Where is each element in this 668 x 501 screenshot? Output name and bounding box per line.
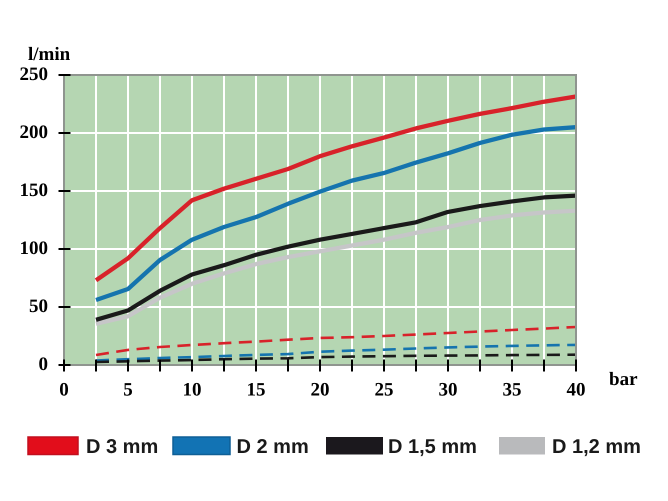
svg-text:250: 250 [20,64,49,85]
svg-text:bar: bar [609,369,638,390]
svg-text:40: 40 [567,380,586,401]
svg-text:5: 5 [123,380,133,401]
svg-text:10: 10 [183,380,202,401]
svg-text:0: 0 [39,354,49,375]
svg-text:l/min: l/min [28,44,71,65]
svg-text:15: 15 [247,380,266,401]
svg-text:D 2 mm: D 2 mm [237,436,309,458]
svg-text:D 1,2 mm: D 1,2 mm [552,436,641,458]
svg-text:150: 150 [20,180,49,201]
svg-text:30: 30 [439,380,458,401]
svg-text:35: 35 [503,380,522,401]
svg-text:20: 20 [311,380,330,401]
svg-text:D 1,5 mm: D 1,5 mm [388,436,477,458]
svg-text:D 3 mm: D 3 mm [86,436,158,458]
svg-text:0: 0 [59,380,69,401]
svg-text:100: 100 [20,238,49,259]
svg-text:200: 200 [20,122,49,143]
svg-text:50: 50 [29,296,48,317]
svg-text:25: 25 [375,380,394,401]
